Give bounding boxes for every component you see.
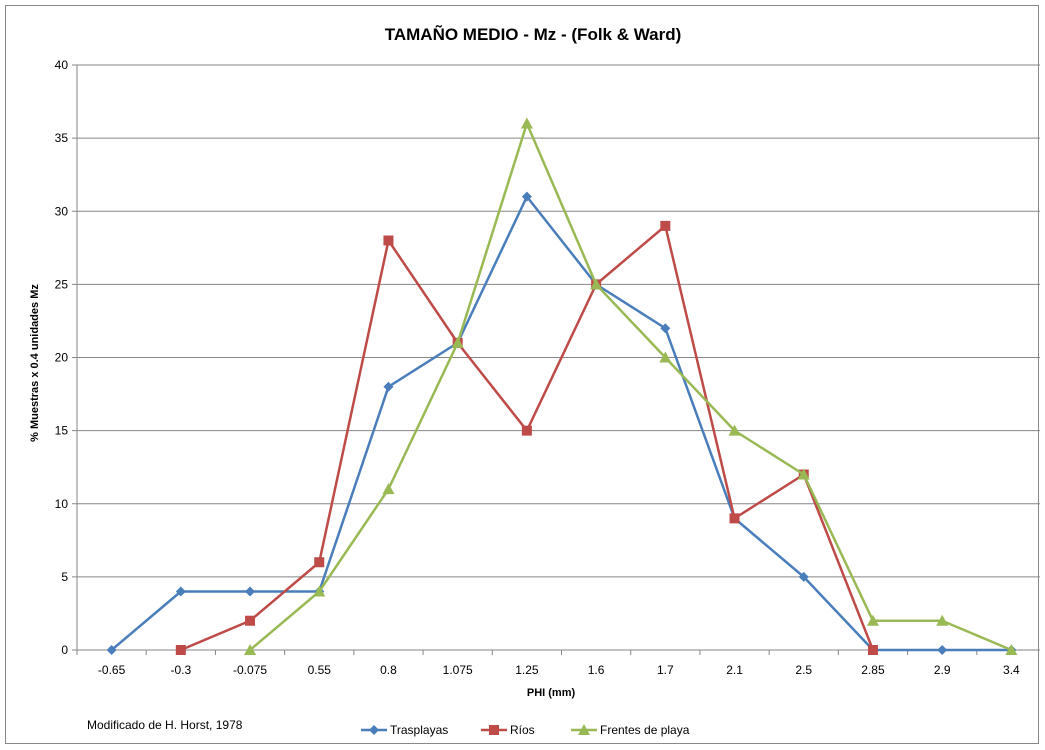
- data-point: [244, 644, 257, 655]
- data-point: [313, 585, 326, 597]
- data-point: [590, 278, 603, 290]
- data-point: [245, 586, 256, 597]
- data-point: [937, 645, 948, 655]
- y-tick-label: 40: [55, 58, 69, 72]
- legend-label: Frentes de playa: [600, 723, 690, 737]
- data-point: [106, 645, 117, 655]
- legend: Trasplayas Ríos Frentes de playa: [361, 723, 690, 737]
- data-point: [660, 323, 671, 334]
- x-tick-label: 1.6: [588, 663, 605, 677]
- data-point: [798, 571, 809, 582]
- data-point: [369, 725, 379, 735]
- series-frentes-de-playa: [244, 117, 1018, 655]
- series-line: [180, 224, 875, 652]
- data-point: [659, 351, 672, 363]
- x-tick-label: 2.9: [934, 663, 951, 677]
- data-point: [383, 381, 394, 392]
- data-point: [245, 615, 256, 626]
- x-tick-label: 1.075: [443, 663, 473, 677]
- y-tick-label: 10: [55, 497, 69, 511]
- data-point: [521, 191, 532, 202]
- data-point: [520, 117, 533, 129]
- legend-label: Trasplayas: [390, 723, 448, 737]
- series-ríos: [175, 220, 878, 655]
- data-point: [382, 483, 395, 495]
- x-tick-label: 0.55: [308, 663, 332, 677]
- data-point: [578, 724, 590, 735]
- x-tick-label: -0.65: [98, 663, 126, 677]
- data-point: [729, 513, 740, 524]
- data-point: [728, 424, 741, 436]
- y-tick-label: 25: [55, 277, 69, 291]
- legend-item: Ríos: [481, 723, 535, 737]
- y-tick-label: 20: [55, 351, 69, 365]
- data-point: [660, 220, 671, 231]
- data-point: [314, 557, 325, 568]
- y-tick-label: 5: [61, 570, 68, 584]
- data-point: [451, 336, 464, 348]
- x-tick-label: -0.075: [233, 663, 267, 677]
- x-tick-label: 0.8: [380, 663, 397, 677]
- source-note: Modificado de H. Horst, 1978: [87, 718, 243, 732]
- x-tick-label: 2.85: [861, 663, 885, 677]
- series-group: [106, 117, 1018, 655]
- series-trasplayas: [106, 191, 1017, 655]
- x-tick-label: 2.5: [795, 663, 812, 677]
- data-point: [489, 725, 499, 735]
- data-point: [936, 614, 949, 626]
- gridlines: [72, 64, 1045, 651]
- data-point: [175, 586, 186, 597]
- y-tick-labels: 0 5 10 15 20 25 30 35 40: [55, 58, 69, 657]
- legend-item: Frentes de playa: [571, 723, 690, 737]
- data-point: [866, 614, 879, 626]
- data-point: [521, 425, 532, 436]
- series-line: [249, 122, 1012, 652]
- x-tick-labels: -0.65 -0.3 -0.075 0.55 0.8 1.075 1.25 1.6 1.7 2.1…: [76, 650, 1020, 677]
- data-point: [175, 645, 186, 655]
- y-tick-label: 15: [55, 424, 69, 438]
- legend-label: Ríos: [510, 723, 535, 737]
- y-tick-label: 35: [55, 131, 69, 145]
- series-line: [110, 195, 1012, 652]
- x-tick-label: -0.3: [170, 663, 191, 677]
- y-tick-label: 30: [55, 204, 69, 218]
- data-point: [383, 235, 394, 246]
- x-tick-label: 1.7: [657, 663, 674, 677]
- x-tick-label: 1.25: [515, 663, 539, 677]
- data-point: [1005, 644, 1018, 655]
- data-point: [797, 468, 810, 480]
- data-point: [867, 645, 878, 655]
- chart-svg: TAMAÑO MEDIO - Mz - (Folk & Ward) 0 5 10 15…: [29, 24, 1045, 737]
- y-axis-label: % Muestras x 0.4 unidades Mz: [29, 284, 41, 442]
- chart-title: TAMAÑO MEDIO - Mz - (Folk & Ward): [385, 24, 682, 44]
- x-tick-label: 3.4: [1003, 663, 1020, 677]
- chart-frame: TAMAÑO MEDIO - Mz - (Folk & Ward) 0 5 10 15…: [5, 5, 1045, 744]
- legend-item: Trasplayas: [361, 723, 448, 737]
- x-axis-label: PHI (mm): [527, 687, 576, 699]
- y-tick-label: 0: [61, 643, 68, 657]
- x-tick-label: 2.1: [726, 663, 743, 677]
